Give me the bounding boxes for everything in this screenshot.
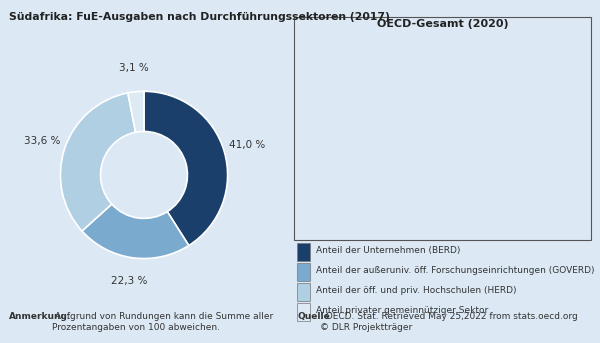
Text: 41,0 %: 41,0 %: [229, 140, 265, 150]
Wedge shape: [349, 115, 374, 144]
Text: Anteil der öff. und priv. Hochschulen (HERD): Anteil der öff. und priv. Hochschulen (H…: [316, 286, 517, 295]
Text: 33,6 %: 33,6 %: [24, 136, 61, 146]
Text: Anteil der Unternehmen (BERD): Anteil der Unternehmen (BERD): [316, 246, 461, 255]
Text: Südafrika: FuE-Ausgaben nach Durchführungssektoren (2017): Südafrika: FuE-Ausgaben nach Durchführun…: [9, 12, 390, 22]
Text: 2,4 %: 2,4 %: [380, 60, 407, 70]
Text: Anmerkung:: Anmerkung:: [9, 312, 71, 321]
Text: OECD-Gesamt (2020): OECD-Gesamt (2020): [377, 19, 509, 29]
Text: 71,5 %: 71,5 %: [436, 172, 470, 182]
Wedge shape: [144, 91, 227, 246]
Wedge shape: [353, 84, 395, 123]
Text: Quelle: Quelle: [297, 312, 330, 321]
Text: 22,3 %: 22,3 %: [112, 276, 148, 286]
Text: Anteil der außeruniv. öff. Forschungseinrichtungen (GOVERD): Anteil der außeruniv. öff. Forschungsein…: [316, 266, 595, 275]
Wedge shape: [391, 84, 399, 107]
Text: 16,4 %: 16,4 %: [340, 74, 373, 84]
Text: Anteil privater gemeinnütziger Sektor: Anteil privater gemeinnütziger Sektor: [316, 306, 488, 315]
Text: 9,6 %: 9,6 %: [316, 123, 344, 133]
Text: : OECD. Stat. Retrieved May 25,2022 from stats.oecd.org
© DLR Projektträger: : OECD. Stat. Retrieved May 25,2022 from…: [320, 312, 578, 332]
Wedge shape: [350, 84, 449, 184]
Wedge shape: [82, 204, 189, 259]
Wedge shape: [128, 91, 144, 132]
Text: 3,1 %: 3,1 %: [119, 63, 148, 73]
Wedge shape: [61, 93, 136, 231]
Text: Aufgrund von Rundungen kann die Summe aller
Prozentangaben von 100 abweichen.: Aufgrund von Rundungen kann die Summe al…: [52, 312, 274, 332]
